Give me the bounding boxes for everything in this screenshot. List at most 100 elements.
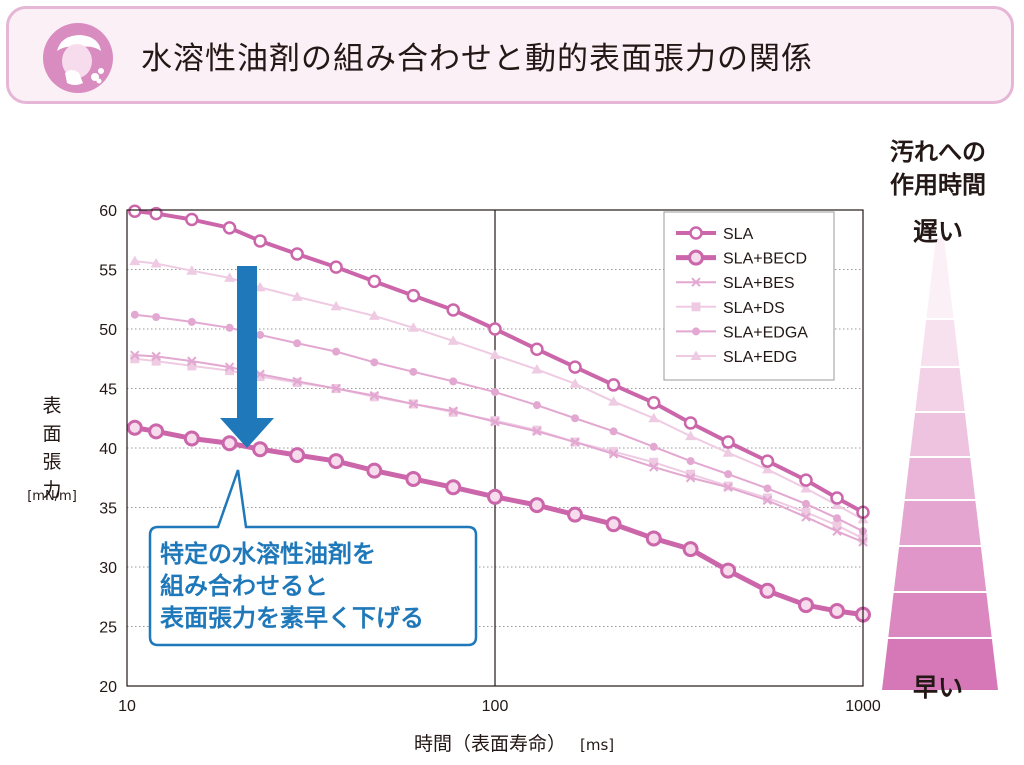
data-point — [571, 414, 580, 423]
pyramid-band — [888, 593, 992, 637]
data-point — [648, 412, 660, 423]
data-point — [724, 470, 733, 479]
data-point — [609, 427, 618, 436]
data-point — [763, 484, 772, 493]
data-point — [488, 322, 502, 336]
data-point — [150, 258, 162, 268]
data-point — [221, 435, 238, 452]
legend-label: SLA+EDGA — [723, 324, 808, 341]
data-point — [253, 234, 267, 248]
y-tick-label: 50 — [99, 322, 117, 339]
x-tick-label: 1000 — [845, 698, 881, 715]
data-point — [151, 356, 161, 366]
side-scale-fast-label: 早い — [912, 673, 963, 702]
legend-box — [663, 211, 835, 381]
pyramid-band — [920, 320, 960, 366]
data-point — [832, 520, 842, 530]
data-point — [723, 482, 733, 492]
series-sla — [128, 204, 870, 520]
callout-box — [148, 469, 478, 647]
y-axis-label-char: 力 — [42, 479, 61, 501]
down-arrow-head — [220, 418, 274, 448]
data-point — [130, 354, 140, 364]
data-point — [649, 442, 658, 451]
data-point — [292, 376, 302, 387]
data-point — [367, 274, 382, 289]
data-point — [487, 488, 503, 505]
data-point — [129, 255, 141, 266]
data-point — [491, 388, 499, 397]
data-point — [290, 247, 304, 261]
data-point — [149, 206, 163, 221]
data-point — [721, 435, 735, 449]
data-point — [720, 562, 737, 579]
data-point — [528, 497, 545, 514]
legend-label: SLA+BES — [723, 275, 795, 292]
data-point — [569, 378, 581, 388]
data-point — [797, 597, 814, 614]
data-point — [224, 272, 236, 282]
data-point — [532, 426, 542, 437]
data-point — [799, 473, 813, 487]
y-tick-label: 40 — [99, 441, 117, 458]
data-point — [608, 396, 620, 406]
pyramid-band — [899, 501, 981, 545]
face-washing-icon — [43, 23, 113, 93]
y-tick-label: 25 — [99, 620, 117, 637]
legend: SLA SLA+BECD SLA+BES SLA+DS SLA+EDGA SLA+EDG — [663, 211, 835, 381]
data-point — [833, 514, 842, 523]
title-banner: 水溶性油剤の組み合わせと動的表面張力の関係 — [6, 6, 1014, 104]
side-scale-slow-label: 遅い — [912, 217, 963, 246]
callout — [148, 266, 478, 647]
y-tick-label: 45 — [99, 382, 117, 399]
legend-swatch-marker — [692, 327, 700, 336]
y-axis-label-char: 表 — [42, 395, 61, 417]
data-point — [531, 363, 543, 374]
pyramid-band — [909, 413, 971, 456]
legend-item: SLA+BECD — [676, 249, 807, 268]
y-axis-label-char: 面 — [42, 423, 61, 445]
side-heading-line-2: 作用時間 — [890, 171, 986, 199]
data-point — [448, 406, 458, 416]
pyramid-band — [893, 547, 987, 591]
x-tick-label: 100 — [482, 698, 509, 715]
data-point — [800, 482, 812, 493]
side-scale-heading: 汚れへの 作用時間 — [878, 136, 998, 202]
data-point — [407, 322, 419, 332]
side-scale-pyramid — [882, 238, 998, 690]
data-point — [328, 453, 345, 470]
axes: 20 25 30 35 40 45 50 55 60 10 100 1000 時間（表面寿命） [ms] 表… — [27, 203, 881, 755]
data-point — [683, 416, 698, 430]
data-point — [567, 506, 584, 523]
legend-label: SLA — [723, 226, 754, 243]
legend-swatch-marker — [691, 302, 701, 312]
y-axis-label-char: 張 — [42, 451, 61, 473]
data-point — [187, 317, 196, 326]
y-tick-label: 55 — [99, 263, 117, 280]
callout-line-3: 表面張力を素早く下げる — [160, 604, 424, 632]
legend-label: SLA+BECD — [723, 251, 807, 268]
data-point — [224, 362, 235, 372]
plot-frame — [126, 209, 864, 687]
data-point — [570, 437, 580, 447]
data-point — [332, 347, 341, 356]
callout-line-1: 特定の水溶性油剤を — [160, 540, 376, 568]
data-point — [409, 367, 418, 376]
legend-item: SLA+EDGA — [676, 324, 808, 341]
x-tick-label: 10 — [118, 698, 136, 715]
data-point — [649, 457, 659, 467]
data-point — [760, 454, 775, 468]
y-tick-label: 20 — [99, 679, 117, 696]
data-point — [532, 401, 541, 410]
data-point — [490, 417, 500, 427]
data-point — [152, 313, 161, 322]
data-point — [685, 473, 696, 483]
data-point — [762, 493, 772, 503]
data-point — [130, 350, 140, 360]
data-point — [762, 495, 773, 506]
series-layer — [126, 204, 871, 623]
data-point — [330, 300, 342, 311]
data-point — [255, 369, 265, 379]
y-axis-unit: [mN/m] — [27, 489, 77, 504]
side-heading-line-1: 汚れへの — [890, 138, 986, 166]
